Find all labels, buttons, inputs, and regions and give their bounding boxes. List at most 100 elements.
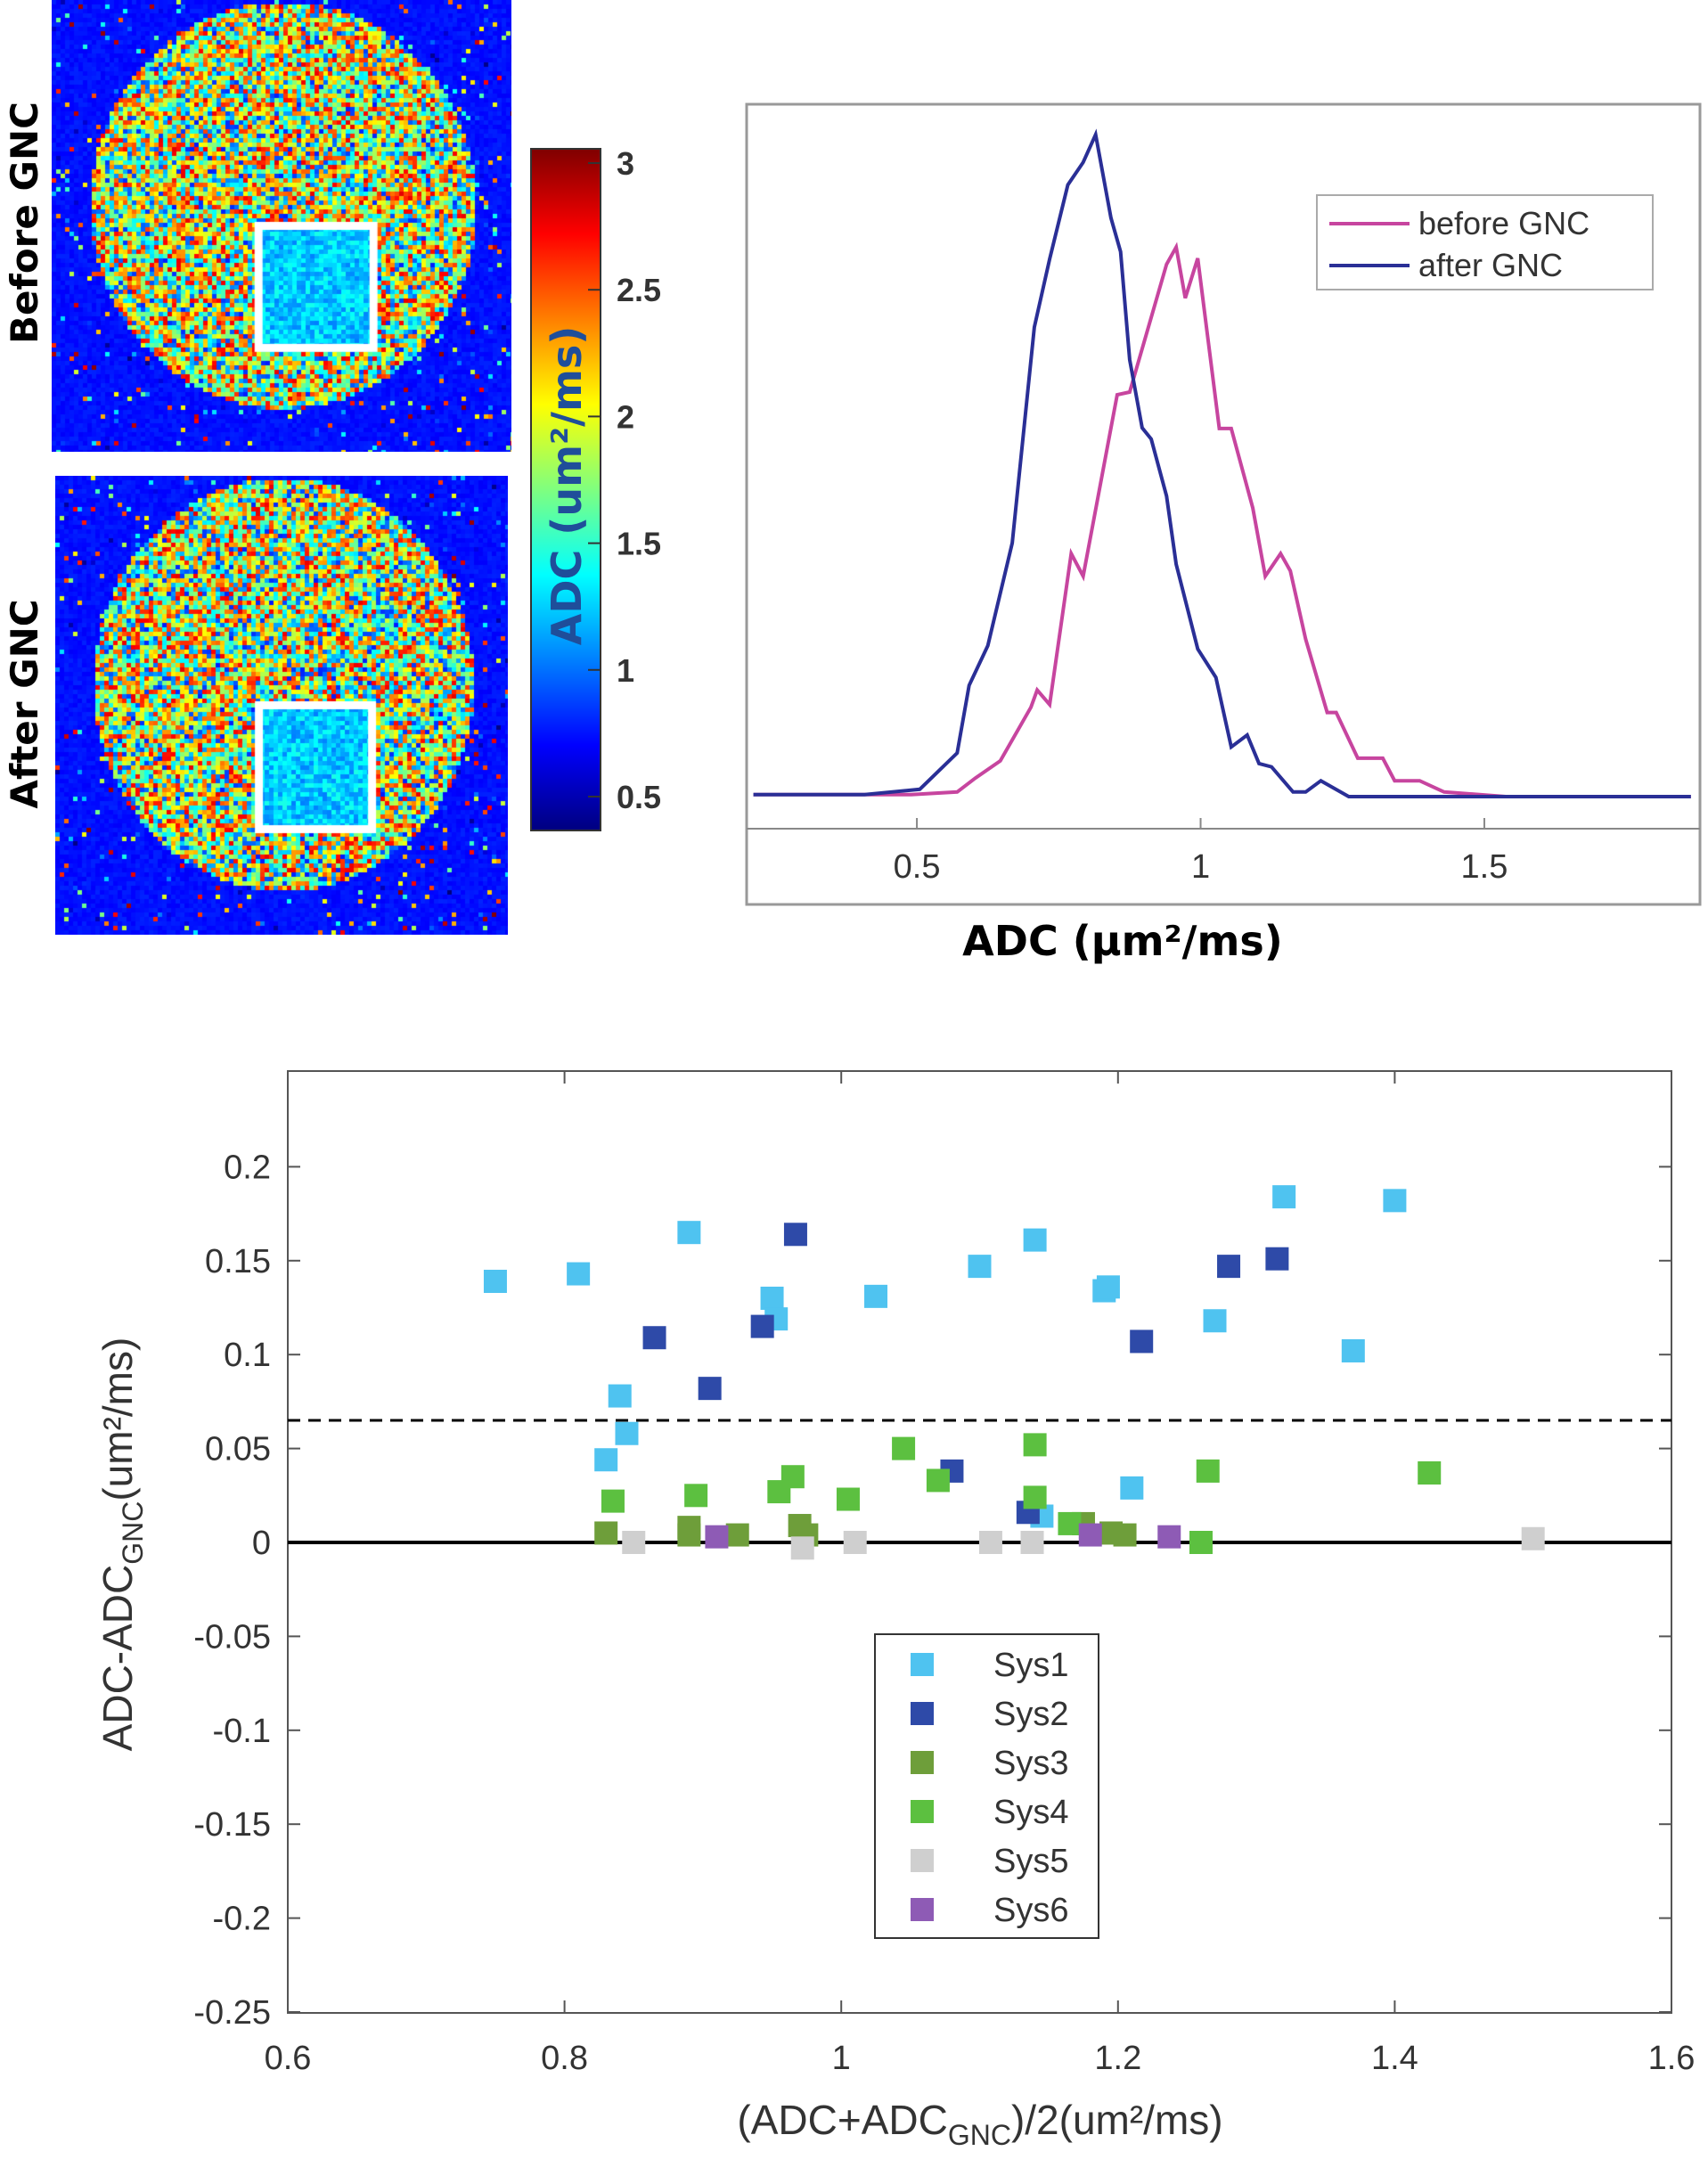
legend-label-sys1: Sys1	[993, 1647, 1068, 1684]
legend-label-sys2: Sys2	[993, 1696, 1068, 1733]
scatter-x-tick-label: 0.8	[541, 2040, 588, 2077]
colorbar-gradient	[530, 148, 601, 831]
legend-label-sys3: Sys3	[993, 1745, 1068, 1782]
point-sys1	[1023, 1228, 1047, 1252]
legend-label-before: before GNC	[1418, 205, 1590, 241]
point-sys1	[483, 1269, 507, 1293]
scatter-x-tick-label: 1.2	[1094, 2040, 1141, 2077]
point-sys1	[1120, 1476, 1144, 1500]
point-sys4	[836, 1487, 860, 1511]
point-sys1	[1096, 1275, 1120, 1299]
point-sys4	[601, 1489, 625, 1513]
scatter-y-tick-label: 0.1	[224, 1337, 271, 1374]
legend-label-sys6: Sys6	[993, 1892, 1068, 1929]
colorbar: ADC (um²/ms) 0.5 1 1.5 2 2.5 3	[530, 145, 661, 831]
point-sys4	[892, 1436, 916, 1460]
point-sys2	[1265, 1247, 1289, 1271]
histogram-x-tick-label: 1	[1191, 848, 1210, 886]
point-sys2	[698, 1377, 722, 1401]
scatter-y-label: ADC-ADCGNC(um²/ms)	[94, 1337, 149, 1752]
legend-swatch-sys6	[911, 1898, 934, 1921]
point-sys4	[1189, 1531, 1213, 1554]
mri-image-before-gnc	[52, 0, 511, 452]
point-sys4	[780, 1465, 805, 1489]
histogram-legend: before GNC after GNC	[1316, 194, 1654, 290]
bland-altman-chart: 0.6 0.8 1 1.2 1.4 1.6 0.2 0.15 0.1 0.05 0 -0.05 -0.1…	[94, 1070, 1696, 2151]
legend-label-after: after GNC	[1418, 247, 1563, 283]
histogram-line-after	[753, 128, 1691, 798]
mri-image-after-gnc	[55, 476, 508, 935]
point-sys5	[1020, 1531, 1044, 1554]
scatter-legend: Sys1 Sys2 Sys3 Sys4 Sys5 Sys6	[874, 1633, 1099, 1939]
scatter-y-tick-label: 0	[252, 1525, 271, 1562]
colorbar-tick-label: 2	[617, 398, 634, 435]
scatter-y-tick-label: -0.15	[193, 1806, 271, 1844]
point-sys2	[750, 1314, 774, 1338]
point-sys4	[684, 1484, 708, 1508]
histogram-chart: 0.5 1 1.5 before GNC after GNC ADC (μm²/ms…	[745, 102, 1702, 965]
point-sys3	[1113, 1523, 1137, 1547]
scatter-x-tick-label: 0.6	[265, 2040, 312, 2077]
colorbar-label: ADC (um²/ms)	[543, 326, 591, 646]
scatter-y-tick-label: 0.15	[205, 1243, 271, 1280]
point-sys3	[594, 1521, 618, 1545]
histogram-line-before	[753, 241, 1691, 798]
point-sys4	[1058, 1511, 1082, 1535]
colorbar-tick-label: 3	[617, 145, 634, 182]
point-sys5	[622, 1531, 646, 1554]
legend-swatch-sys2	[911, 1702, 934, 1725]
scatter-y-tick-label: -0.1	[213, 1713, 271, 1750]
colorbar-tick-label: 0.5	[617, 779, 661, 815]
legend-swatch-sys4	[911, 1800, 934, 1823]
point-sys1	[968, 1255, 992, 1279]
point-sys4	[926, 1468, 950, 1493]
scatter-y-tick-label: 0.2	[224, 1149, 271, 1186]
colorbar-tick-label: 1.5	[617, 526, 661, 562]
point-sys1	[1203, 1309, 1227, 1333]
point-sys2	[1130, 1329, 1154, 1354]
histogram-frame	[745, 102, 1702, 906]
colorbar-tick-label: 1	[617, 652, 634, 689]
point-sys1	[760, 1286, 784, 1310]
after-gnc-label: After GNC	[3, 599, 46, 808]
scatter-y-tick-label: 0.05	[205, 1431, 271, 1468]
point-sys4	[1023, 1433, 1047, 1457]
point-sys5	[790, 1536, 814, 1560]
point-sys1	[864, 1284, 888, 1308]
point-sys4	[1023, 1485, 1047, 1509]
colorbar-tick-label: 2.5	[617, 272, 661, 308]
point-sys1	[608, 1384, 632, 1408]
point-sys1	[594, 1448, 618, 1472]
point-sys6	[705, 1525, 729, 1549]
point-sys1	[677, 1221, 701, 1245]
legend-swatch-sys5	[911, 1849, 934, 1872]
point-sys1	[1341, 1338, 1365, 1362]
scatter-y-tick-label: -0.25	[193, 1994, 271, 2032]
legend-swatch-sys3	[911, 1751, 934, 1774]
histogram-x-tick-label: 0.5	[894, 848, 941, 886]
scatter-x-tick-label: 1.6	[1648, 2040, 1696, 2077]
point-sys3	[725, 1523, 749, 1547]
scatter-x-tick-label: 1	[832, 2040, 851, 2077]
point-sys2	[1217, 1255, 1241, 1279]
point-sys1	[567, 1262, 591, 1286]
histogram-x-tick-label: 1.5	[1461, 848, 1508, 886]
histogram-x-label: ADC (μm²/ms)	[962, 917, 1283, 965]
point-sys5	[1521, 1526, 1545, 1550]
scatter-x-label: (ADC+ADCGNC)/2(um²/ms)	[737, 2097, 1222, 2151]
legend-label-sys5: Sys5	[993, 1843, 1068, 1880]
point-sys1	[615, 1421, 639, 1445]
point-sys2	[642, 1326, 666, 1350]
legend-label-sys4: Sys4	[993, 1794, 1068, 1831]
point-sys1	[1272, 1185, 1296, 1209]
point-sys5	[978, 1531, 1002, 1554]
point-sys5	[843, 1531, 867, 1554]
point-sys1	[1383, 1189, 1407, 1213]
point-sys4	[1196, 1459, 1220, 1483]
point-sys2	[783, 1223, 807, 1247]
scatter-x-tick-label: 1.4	[1371, 2040, 1418, 2077]
point-sys6	[1078, 1523, 1102, 1547]
point-sys6	[1157, 1525, 1181, 1549]
point-sys4	[1418, 1461, 1442, 1485]
